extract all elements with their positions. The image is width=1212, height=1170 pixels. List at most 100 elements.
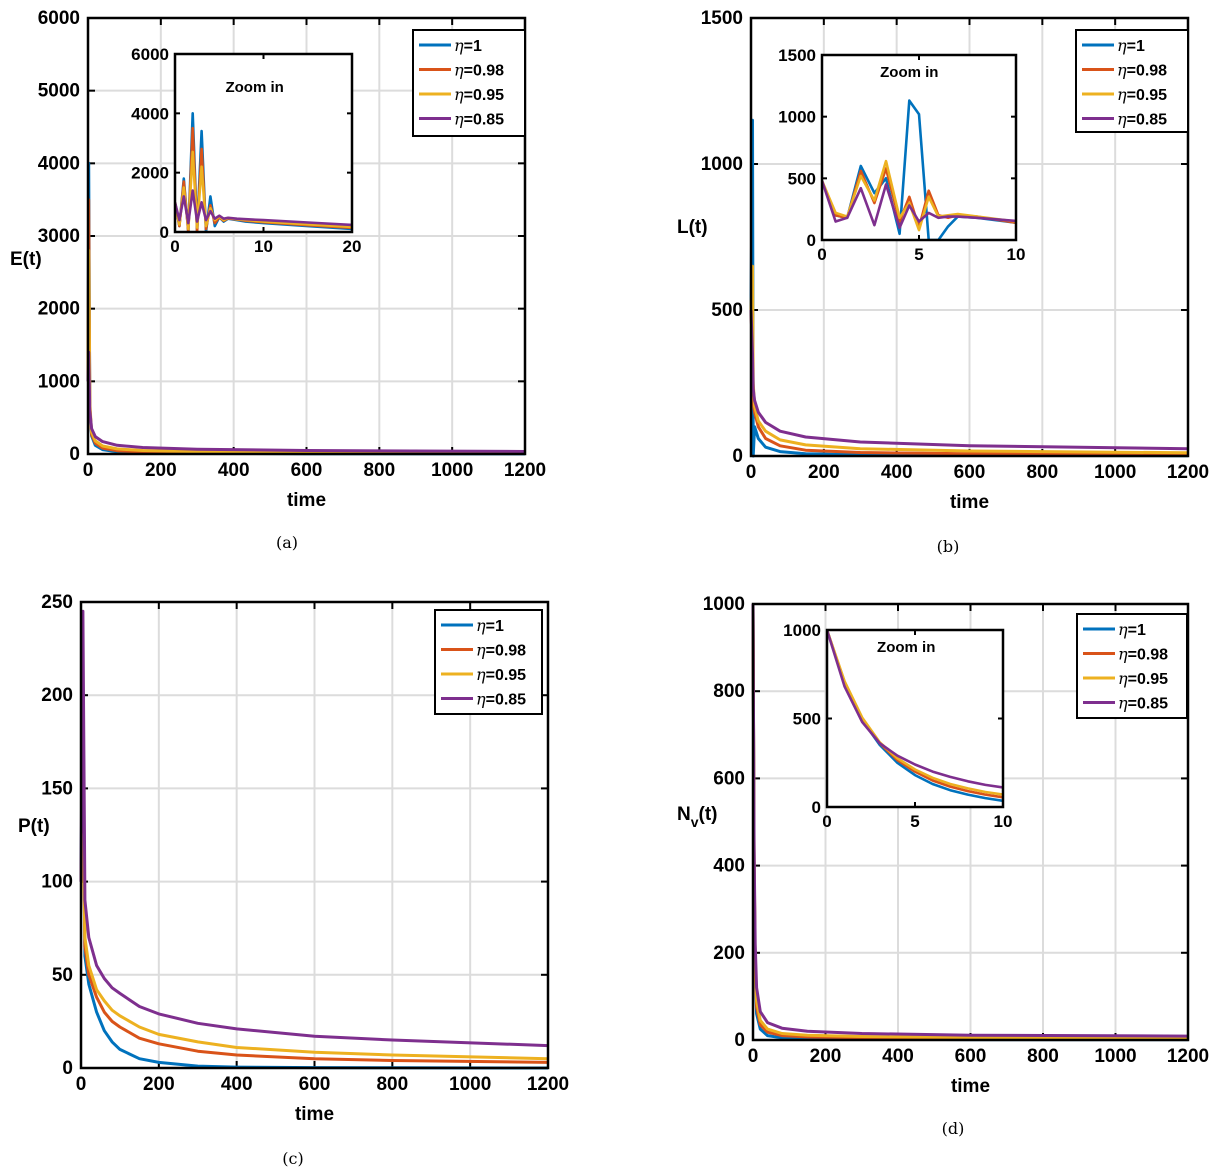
y-axis-label-main: N bbox=[677, 804, 691, 825]
legend-eta-symbol: η bbox=[476, 665, 486, 684]
x-tick-label: 0 bbox=[822, 812, 831, 831]
legend-value: =0.85 bbox=[1128, 696, 1169, 713]
x-tick-label: 800 bbox=[376, 1074, 408, 1095]
inset-series-line-4 bbox=[827, 630, 1003, 789]
y-tick-label: 500 bbox=[788, 169, 816, 188]
y-tick-label: 0 bbox=[812, 798, 821, 817]
y-tick-label: 150 bbox=[41, 778, 73, 799]
legend-value: =0.98 bbox=[1127, 63, 1168, 80]
y-tick-label: 1000 bbox=[703, 594, 745, 615]
legend-label-4: η=0.85 bbox=[476, 690, 526, 709]
x-tick-label: 5 bbox=[910, 812, 919, 831]
y-tick-label: 5000 bbox=[38, 81, 80, 102]
legend-value: =0.85 bbox=[464, 112, 505, 129]
panel-caption: (d) bbox=[942, 1119, 965, 1138]
legend-label-3: η=0.95 bbox=[476, 665, 526, 684]
legend-label-3: η=0.95 bbox=[454, 85, 504, 104]
x-tick-label: 1000 bbox=[1094, 462, 1136, 483]
y-axis-label-main: E(t) bbox=[10, 249, 42, 270]
x-axis-label: time bbox=[295, 1104, 334, 1125]
x-tick-label: 800 bbox=[363, 460, 395, 481]
x-tick-label: 400 bbox=[218, 460, 250, 481]
y-axis-label: P(t) bbox=[18, 816, 50, 837]
series-line-3 bbox=[79, 833, 549, 1061]
y-tick-label: 500 bbox=[793, 710, 821, 729]
inset-frame bbox=[820, 53, 1018, 242]
x-axis-label: time bbox=[951, 1076, 990, 1097]
legend-value: =0.98 bbox=[1128, 647, 1169, 664]
y-tick-label: 6000 bbox=[38, 8, 80, 29]
x-tick-label: 1000 bbox=[1094, 1046, 1136, 1067]
y-tick-label: 400 bbox=[713, 856, 745, 877]
legend-value: =1 bbox=[464, 38, 482, 55]
inset-title: Zoom in bbox=[225, 79, 283, 96]
x-tick-label: 5 bbox=[914, 245, 923, 264]
legend-eta-symbol: η bbox=[1117, 61, 1127, 80]
legend-label-2: η=0.98 bbox=[1118, 645, 1168, 664]
x-tick-label: 20 bbox=[343, 237, 362, 256]
legend-box bbox=[1075, 29, 1189, 133]
legend-box bbox=[434, 609, 543, 715]
x-tick-label: 0 bbox=[746, 462, 757, 483]
x-tick-label: 1200 bbox=[527, 1074, 569, 1095]
series-line-4 bbox=[749, 309, 1189, 451]
y-tick-label: 600 bbox=[713, 768, 745, 789]
legend-eta-symbol: η bbox=[1118, 694, 1128, 713]
y-tick-label: 50 bbox=[52, 965, 73, 986]
legend-value: =0.95 bbox=[486, 667, 527, 684]
legend-value: =1 bbox=[486, 618, 504, 635]
x-tick-label: 400 bbox=[881, 462, 913, 483]
y-tick-label: 2000 bbox=[131, 164, 169, 183]
inset-title: Zoom in bbox=[877, 639, 935, 656]
x-tick-label: 0 bbox=[76, 1074, 87, 1095]
plot-frame bbox=[79, 600, 550, 1070]
inset-frame bbox=[173, 52, 354, 234]
panel-caption: (c) bbox=[282, 1149, 303, 1168]
x-tick-label: 200 bbox=[145, 460, 177, 481]
y-tick-label: 200 bbox=[41, 685, 73, 706]
x-tick-label: 1200 bbox=[1167, 1046, 1209, 1067]
x-tick-label: 1200 bbox=[1167, 462, 1209, 483]
panel-caption: (a) bbox=[276, 533, 298, 552]
y-axis-label-main: P(t) bbox=[18, 816, 50, 837]
legend-label-4: η=0.85 bbox=[1117, 110, 1167, 129]
legend-eta-symbol: η bbox=[1118, 620, 1128, 639]
legend-label-1: η=1 bbox=[1117, 36, 1145, 55]
legend-eta-symbol: η bbox=[1117, 110, 1127, 129]
x-tick-label: 1200 bbox=[504, 460, 546, 481]
y-tick-label: 1000 bbox=[38, 371, 80, 392]
x-tick-label: 1000 bbox=[449, 1074, 491, 1095]
inset-series-line-4 bbox=[822, 180, 1016, 229]
x-tick-label: 600 bbox=[299, 1074, 331, 1095]
y-axis-label: L(t) bbox=[677, 217, 708, 238]
y-tick-label: 1000 bbox=[783, 621, 821, 640]
x-tick-label: 0 bbox=[748, 1046, 759, 1067]
series-line-4 bbox=[86, 350, 526, 453]
series-line-4 bbox=[79, 609, 549, 1048]
x-tick-label: 600 bbox=[291, 460, 323, 481]
legend-eta-symbol: η bbox=[1118, 645, 1128, 664]
legend-value: =0.98 bbox=[464, 63, 505, 80]
legend-label-3: η=0.95 bbox=[1117, 85, 1167, 104]
x-tick-label: 600 bbox=[954, 462, 986, 483]
legend-value: =1 bbox=[1128, 622, 1146, 639]
y-tick-label: 0 bbox=[160, 223, 169, 242]
y-tick-label: 1500 bbox=[701, 8, 743, 29]
legend-label-2: η=0.98 bbox=[476, 641, 526, 660]
panel-caption: (b) bbox=[937, 537, 960, 556]
inset-series-group bbox=[175, 112, 352, 232]
legend-value: =0.95 bbox=[1128, 671, 1169, 688]
legend-value: =0.95 bbox=[464, 87, 505, 104]
x-tick-label: 10 bbox=[1007, 245, 1026, 264]
inset-background bbox=[827, 630, 1003, 807]
plot-frame bbox=[749, 16, 1190, 458]
legend-eta-symbol: η bbox=[454, 85, 464, 104]
inset-frame bbox=[825, 628, 1005, 809]
series-line-4 bbox=[751, 603, 1189, 1038]
legend-box bbox=[1076, 613, 1188, 719]
legend-label-4: η=0.85 bbox=[454, 110, 504, 129]
inset-series-group bbox=[827, 630, 1003, 803]
x-axis-label: time bbox=[950, 492, 989, 513]
legend-label-3: η=0.95 bbox=[1118, 669, 1168, 688]
inset-series-line-4 bbox=[175, 189, 352, 227]
